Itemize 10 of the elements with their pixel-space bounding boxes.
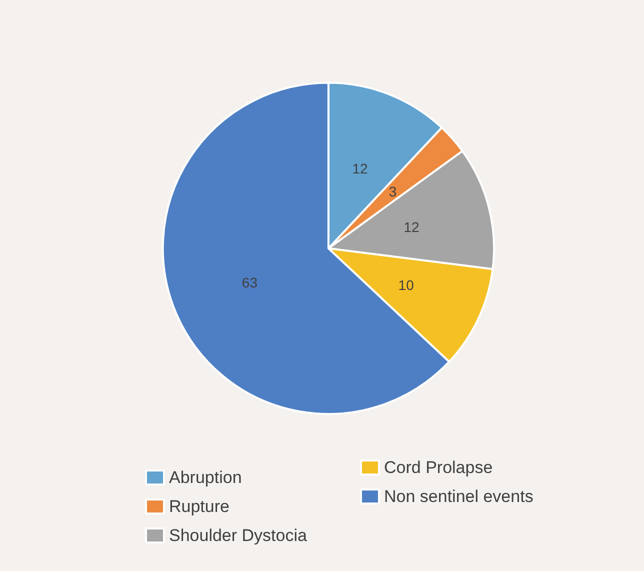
legend-label: Abruption [169,468,242,487]
legend-label: Cord Prolapse [384,458,493,477]
legend-label: Non sentinel events [384,487,534,506]
data-label: 10 [398,276,414,293]
legend-label: Shoulder Dystocia [169,526,308,545]
data-label: 12 [404,219,420,236]
data-label: 3 [388,184,397,200]
data-label: 12 [352,160,368,177]
legend-label: Rupture [169,497,230,516]
data-label: 63 [242,274,258,290]
